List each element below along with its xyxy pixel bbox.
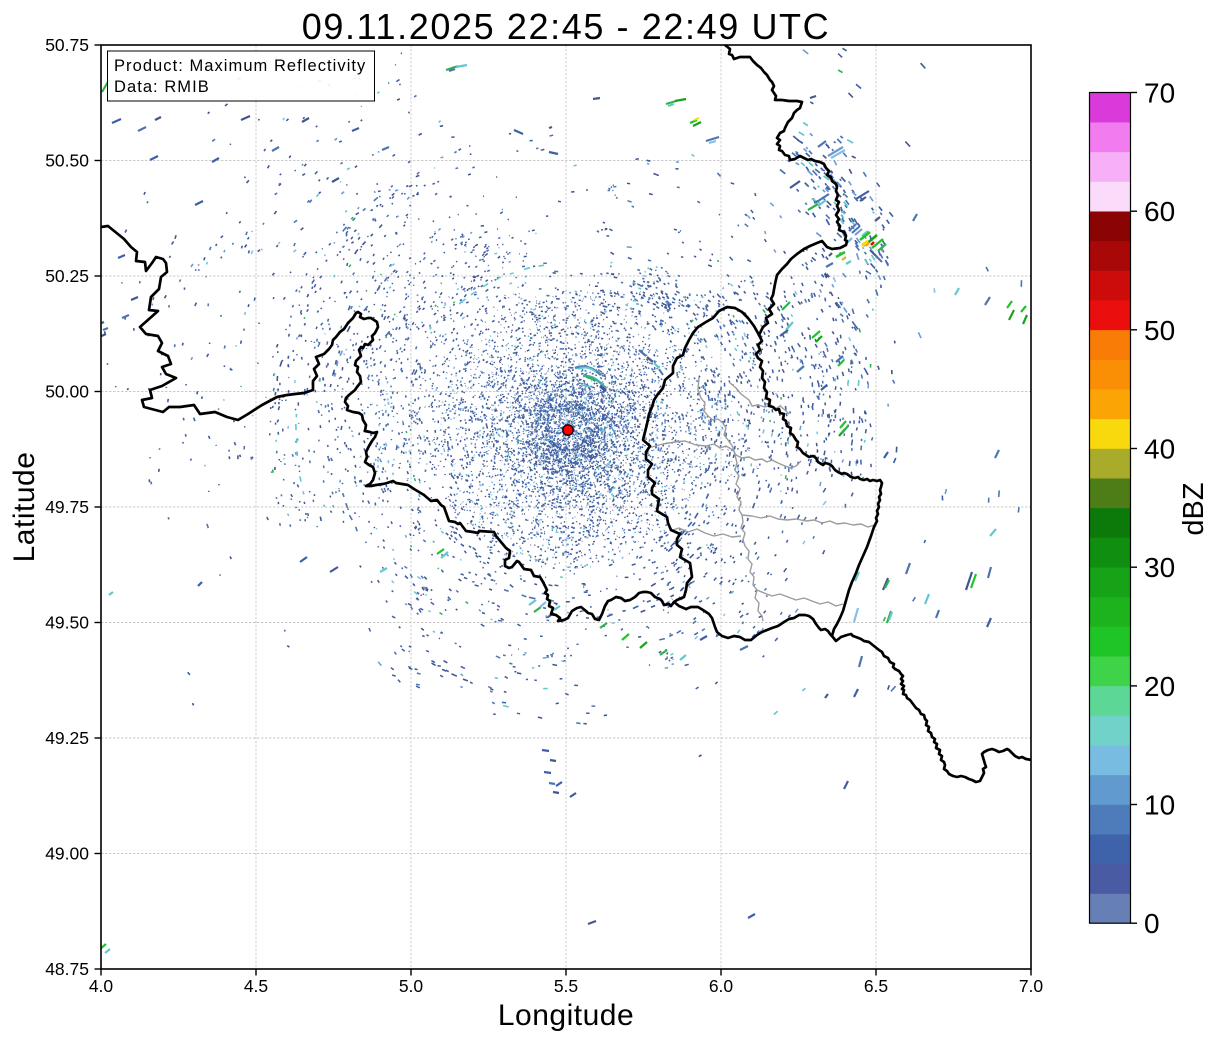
svg-text:48.75: 48.75 (45, 959, 89, 979)
svg-text:10: 10 (1144, 790, 1175, 821)
svg-text:Product: Maximum Reflectivity: Product: Maximum Reflectivity (114, 57, 366, 75)
svg-text:49.50: 49.50 (45, 613, 89, 633)
svg-text:09.11.2025 22:45 - 22:49 UTC: 09.11.2025 22:45 - 22:49 UTC (302, 6, 830, 47)
svg-text:4.5: 4.5 (244, 976, 268, 996)
svg-text:49.25: 49.25 (45, 728, 89, 748)
svg-text:Latitude: Latitude (8, 452, 41, 563)
svg-text:30: 30 (1144, 552, 1175, 583)
svg-text:dBZ: dBZ (1178, 482, 1210, 535)
svg-text:70: 70 (1144, 78, 1175, 109)
svg-text:0: 0 (1144, 908, 1160, 939)
svg-text:4.0: 4.0 (89, 976, 114, 996)
svg-text:20: 20 (1144, 671, 1175, 702)
svg-text:7.0: 7.0 (1019, 976, 1044, 996)
svg-text:49.00: 49.00 (45, 844, 89, 864)
svg-text:Longitude: Longitude (498, 999, 634, 1032)
svg-text:50: 50 (1144, 315, 1175, 346)
svg-text:5.0: 5.0 (399, 976, 424, 996)
svg-text:50.00: 50.00 (45, 382, 89, 402)
svg-text:6.0: 6.0 (709, 976, 734, 996)
svg-text:5.5: 5.5 (554, 976, 578, 996)
svg-text:50.50: 50.50 (45, 151, 89, 171)
svg-text:Data: RMIB: Data: RMIB (114, 78, 210, 96)
svg-text:6.5: 6.5 (864, 976, 888, 996)
svg-text:40: 40 (1144, 434, 1175, 465)
svg-text:49.75: 49.75 (45, 497, 89, 517)
svg-text:50.75: 50.75 (45, 35, 89, 55)
svg-text:60: 60 (1144, 196, 1175, 227)
svg-text:50.25: 50.25 (45, 266, 89, 286)
